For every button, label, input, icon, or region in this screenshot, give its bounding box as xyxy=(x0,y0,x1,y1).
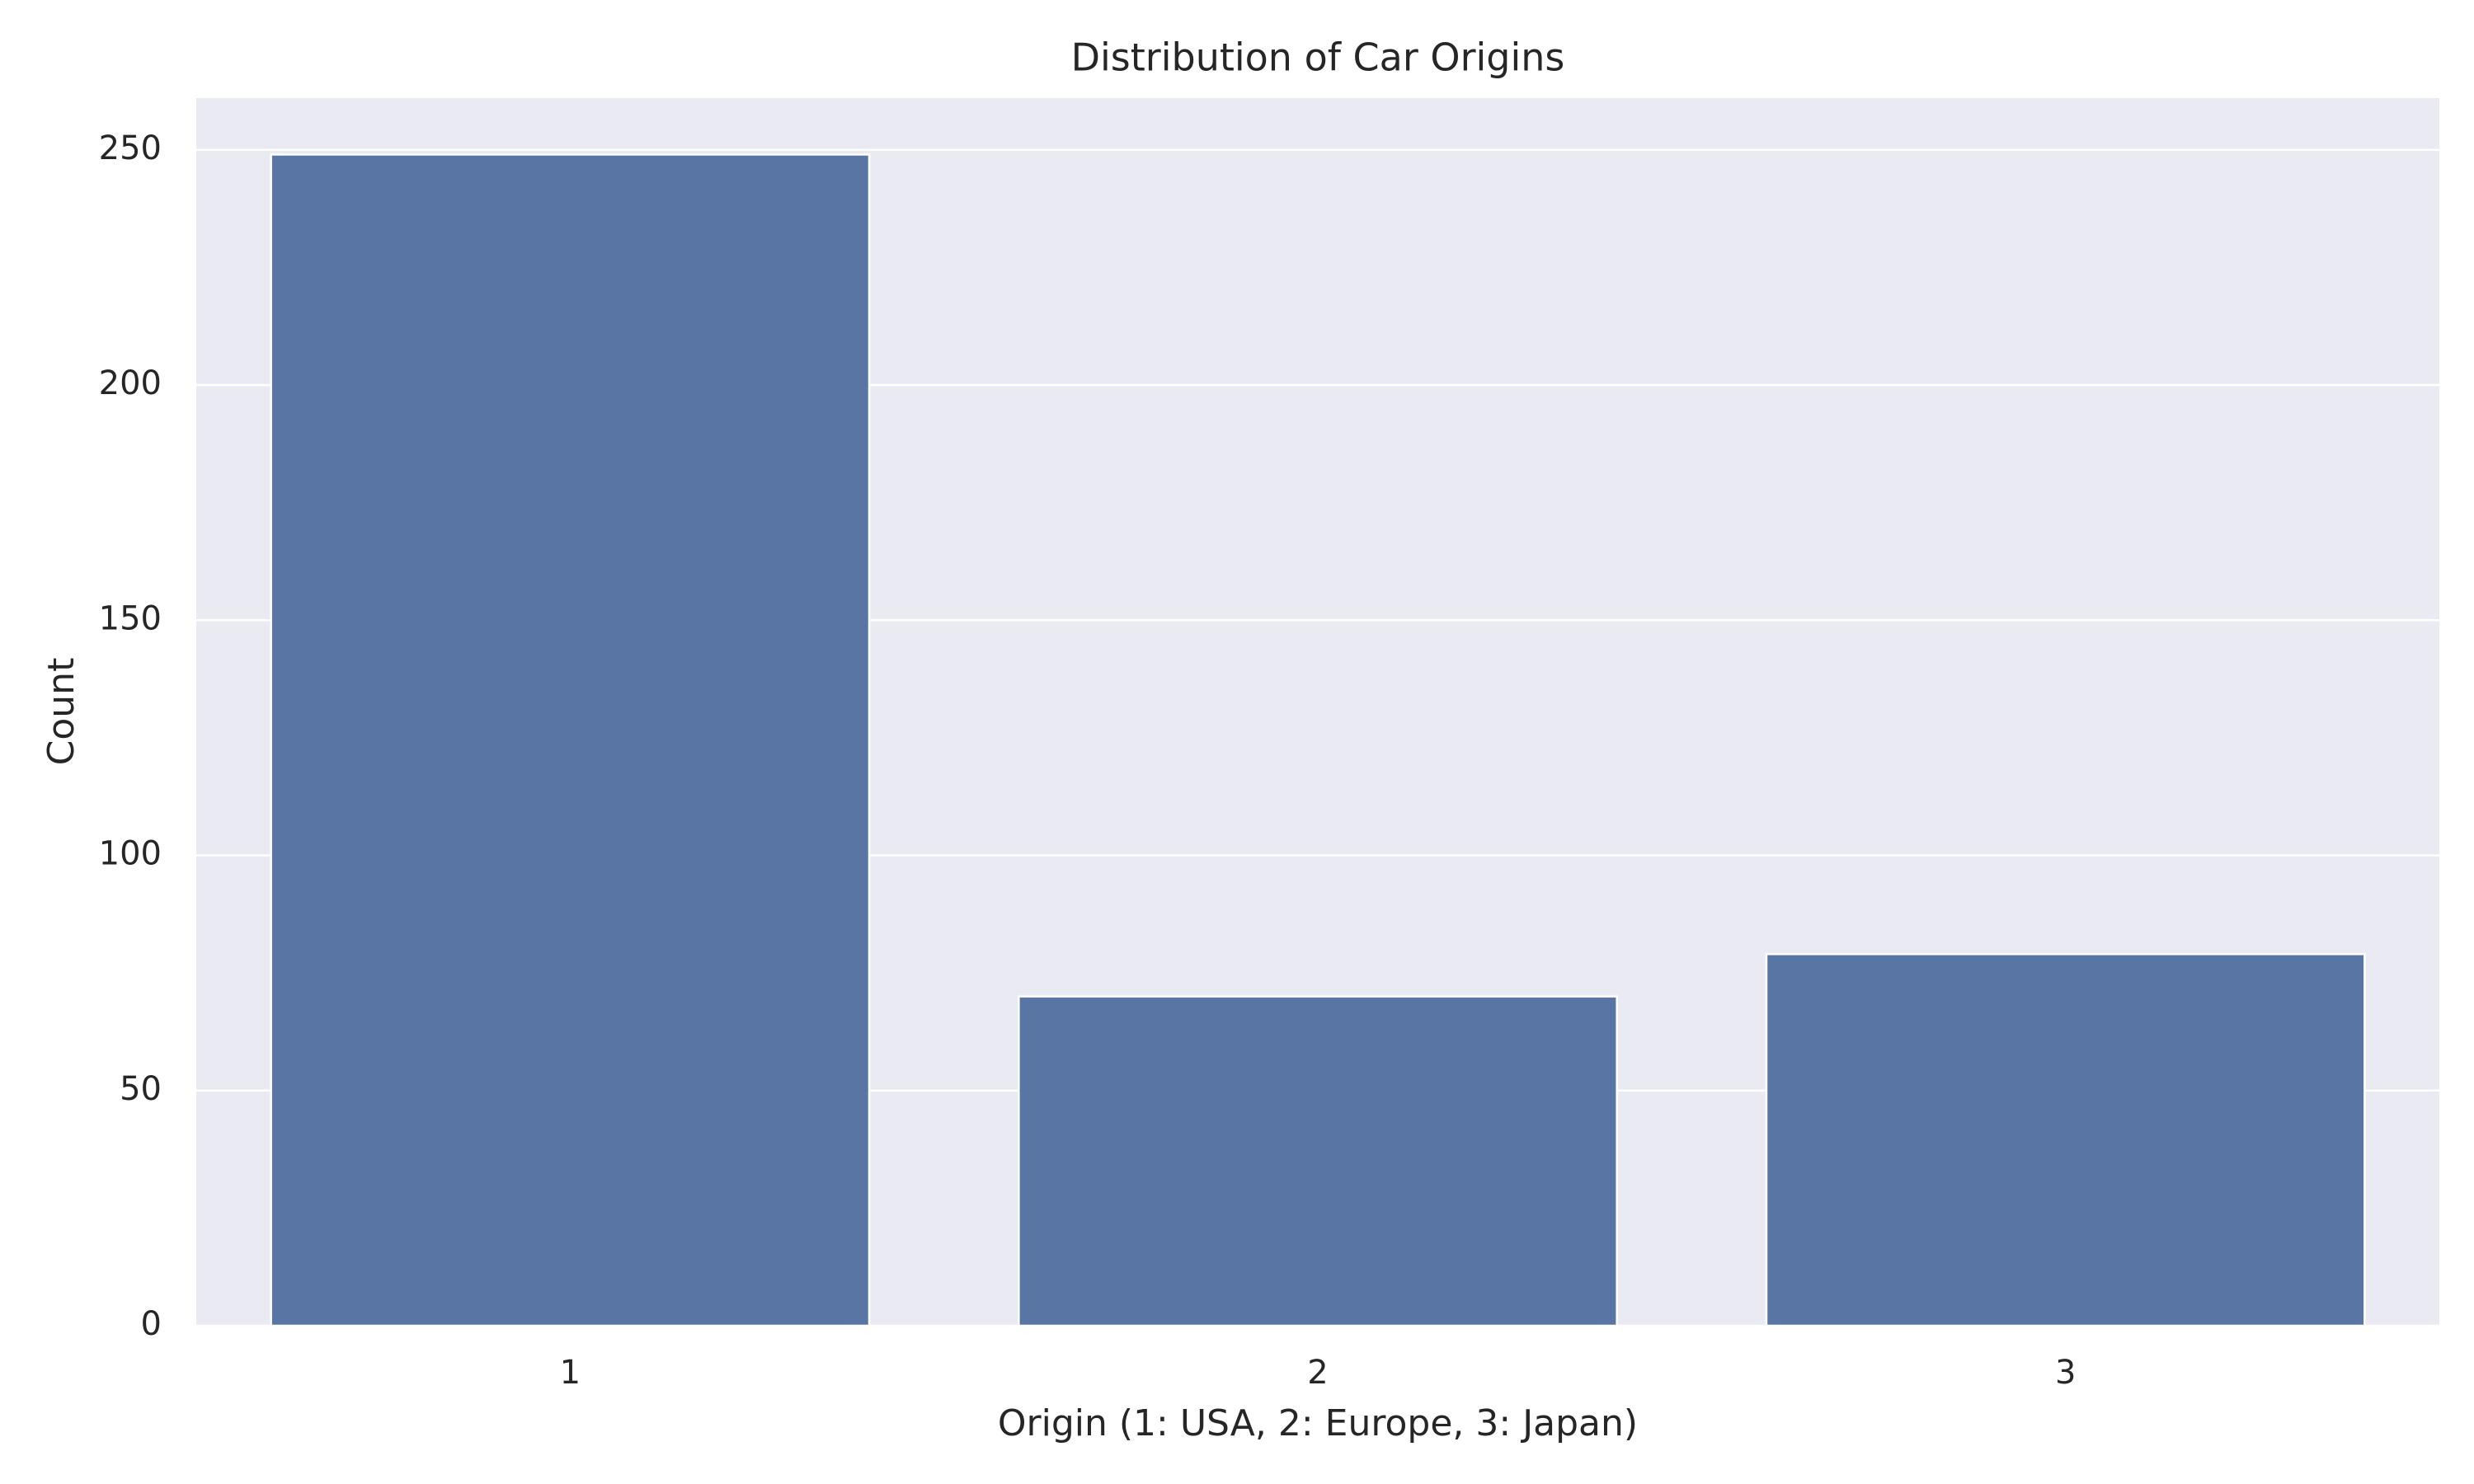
bar xyxy=(1018,995,1618,1327)
y-tick-label: 200 xyxy=(99,364,162,402)
chart-title: Distribution of Car Origins xyxy=(1071,35,1565,80)
y-tick-label: 100 xyxy=(99,835,162,873)
y-tick-label: 150 xyxy=(99,599,162,637)
y-axis-label: Count xyxy=(40,658,82,766)
y-tick-label: 250 xyxy=(99,129,162,167)
bar xyxy=(270,153,871,1327)
x-tick-label: 1 xyxy=(560,1354,581,1392)
x-tick-label: 2 xyxy=(1307,1354,1328,1392)
x-tick-label: 3 xyxy=(2055,1354,2076,1392)
x-axis-label: Origin (1: USA, 2: Europe, 3: Japan) xyxy=(998,1402,1638,1444)
y-tick-label: 50 xyxy=(120,1070,162,1108)
y-tick-label: 0 xyxy=(141,1305,162,1343)
bar xyxy=(1765,953,2366,1327)
